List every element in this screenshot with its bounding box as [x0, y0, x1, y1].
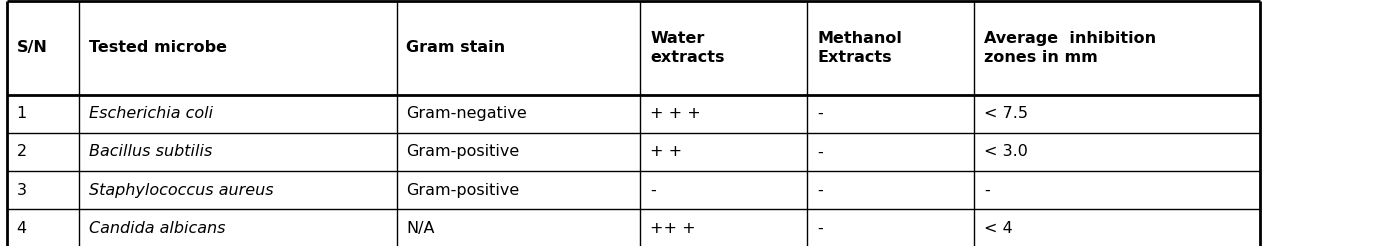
Text: 2: 2 [17, 144, 26, 159]
Text: Average  inhibition
zones in mm: Average inhibition zones in mm [984, 31, 1157, 65]
Text: -: - [817, 144, 823, 159]
Text: 1: 1 [17, 106, 26, 121]
Text: Staphylococcus aureus: Staphylococcus aureus [89, 183, 274, 198]
Text: N/A: N/A [406, 221, 434, 236]
Text: ++ +: ++ + [650, 221, 696, 236]
Text: Gram stain: Gram stain [406, 41, 505, 55]
Text: < 7.5: < 7.5 [984, 106, 1029, 121]
Text: Bacillus subtilis: Bacillus subtilis [89, 144, 213, 159]
Text: Water
extracts: Water extracts [650, 31, 725, 65]
Text: 4: 4 [17, 221, 26, 236]
Text: Escherichia coli: Escherichia coli [89, 106, 213, 121]
Text: -: - [817, 221, 823, 236]
Text: -: - [650, 183, 656, 198]
Text: -: - [817, 183, 823, 198]
Text: Methanol
Extracts: Methanol Extracts [817, 31, 902, 65]
Text: Candida albicans: Candida albicans [89, 221, 226, 236]
Text: Gram-positive: Gram-positive [406, 183, 519, 198]
Text: -: - [817, 106, 823, 121]
Text: Gram-negative: Gram-negative [406, 106, 528, 121]
Text: Gram-positive: Gram-positive [406, 144, 519, 159]
Text: < 4: < 4 [984, 221, 1013, 236]
Text: Tested microbe: Tested microbe [89, 41, 227, 55]
Text: S/N: S/N [17, 41, 47, 55]
Text: 3: 3 [17, 183, 26, 198]
Text: < 3.0: < 3.0 [984, 144, 1029, 159]
Text: + +: + + [650, 144, 682, 159]
Text: -: - [984, 183, 990, 198]
Text: + + +: + + + [650, 106, 700, 121]
